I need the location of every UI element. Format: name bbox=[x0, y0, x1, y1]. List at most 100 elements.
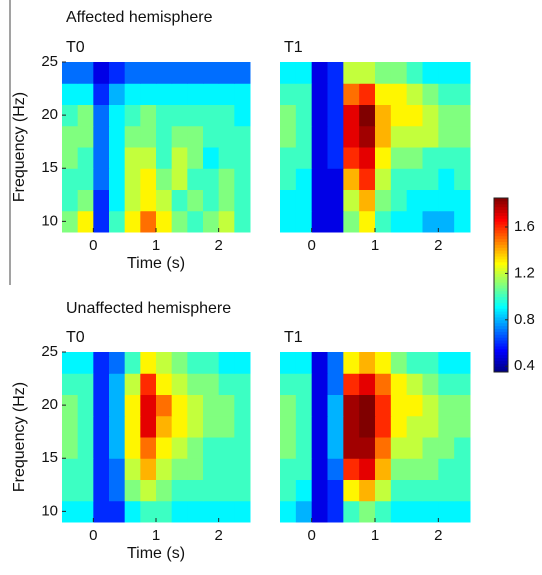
heat-cell bbox=[140, 168, 157, 190]
heat-cell bbox=[218, 168, 235, 190]
heat-cell bbox=[93, 415, 110, 438]
heat-cell bbox=[171, 352, 188, 374]
heat-cell bbox=[93, 83, 110, 105]
heat-cell bbox=[93, 125, 110, 148]
colorbar-step bbox=[494, 343, 508, 347]
x-tick-label: 1 bbox=[371, 527, 379, 544]
heat-cell bbox=[218, 125, 235, 148]
colorbar-step bbox=[494, 206, 508, 211]
heat-cell bbox=[295, 437, 313, 459]
heat-cell bbox=[311, 83, 328, 105]
heat-cell bbox=[93, 458, 110, 480]
heat-cell bbox=[93, 147, 110, 169]
heat-cell bbox=[343, 394, 360, 417]
colorbar-step bbox=[494, 328, 508, 332]
heat-cell bbox=[390, 83, 408, 105]
colorbar-tick-label: 1.6 bbox=[514, 218, 535, 235]
heat-cell bbox=[375, 458, 392, 480]
heat-cell bbox=[295, 168, 313, 190]
heat-cell bbox=[295, 104, 313, 127]
heat-cell bbox=[280, 83, 297, 105]
heat-cell bbox=[140, 415, 157, 438]
heat-cell bbox=[295, 189, 313, 212]
heat-cell bbox=[109, 210, 126, 233]
colorbar-step bbox=[494, 293, 508, 298]
heat-cell bbox=[343, 500, 360, 523]
heat-cell bbox=[171, 210, 188, 233]
colorbar-step bbox=[494, 209, 508, 213]
heat-cell bbox=[218, 210, 235, 233]
heat-cell bbox=[124, 83, 141, 105]
heat-cell bbox=[187, 168, 204, 190]
heat-cell bbox=[93, 189, 110, 212]
colorbar-step bbox=[494, 357, 508, 361]
heat-cell bbox=[203, 147, 220, 169]
colorbar-step bbox=[494, 299, 508, 303]
colorbar-step bbox=[494, 241, 508, 245]
heat-cell bbox=[234, 62, 251, 84]
heat-cell bbox=[234, 168, 251, 190]
heat-cell bbox=[406, 352, 423, 374]
heat-cell bbox=[93, 394, 110, 417]
heat-cell bbox=[375, 373, 392, 395]
colorbar-step bbox=[494, 345, 508, 350]
heat-cell bbox=[406, 394, 423, 417]
heat-cell bbox=[359, 210, 376, 233]
heat-cell bbox=[280, 104, 297, 127]
heat-cell bbox=[422, 168, 439, 190]
heat-cell bbox=[327, 147, 344, 169]
heat-cell bbox=[156, 168, 173, 190]
heat-cell bbox=[203, 62, 220, 84]
y-tick-label: 15 bbox=[41, 159, 58, 176]
heat-cell bbox=[234, 125, 251, 148]
heat-cell bbox=[203, 437, 220, 459]
heat-cell bbox=[218, 147, 235, 169]
heat-cell bbox=[124, 437, 141, 459]
heat-cell bbox=[218, 458, 235, 480]
heat-cell bbox=[171, 83, 188, 105]
heat-cell bbox=[77, 500, 94, 523]
heat-cell bbox=[454, 479, 471, 502]
heat-cell bbox=[109, 394, 126, 417]
heading: Affected hemisphere bbox=[66, 9, 213, 26]
heat-cell bbox=[171, 125, 188, 148]
heat-cell bbox=[311, 168, 328, 190]
heat-cell bbox=[375, 500, 392, 523]
heat-cell bbox=[62, 500, 79, 523]
colorbar-step bbox=[494, 264, 508, 269]
heat-cell bbox=[218, 62, 235, 84]
heat-cell bbox=[140, 210, 157, 233]
heat-cell bbox=[203, 352, 220, 374]
colorbar-step bbox=[494, 305, 508, 309]
heat-cell bbox=[140, 104, 157, 127]
heat-cell bbox=[343, 415, 360, 438]
heat-cell bbox=[390, 373, 408, 395]
heat-cell bbox=[140, 147, 157, 169]
heat-cell bbox=[422, 373, 439, 395]
heat-cell bbox=[359, 189, 376, 212]
heat-cell bbox=[327, 62, 344, 84]
heat-cell bbox=[295, 62, 313, 84]
colorbar-step bbox=[494, 325, 508, 329]
heat-cell bbox=[203, 168, 220, 190]
heat-cell bbox=[454, 168, 471, 190]
heat-cell bbox=[311, 147, 328, 169]
heat-cell bbox=[171, 479, 188, 502]
heat-cell bbox=[311, 373, 328, 395]
heat-cell bbox=[406, 62, 423, 84]
heat-cell bbox=[406, 373, 423, 395]
heat-cell bbox=[140, 479, 157, 502]
colorbar-tick-label: 0.4 bbox=[514, 357, 535, 374]
x-tick-label: 1 bbox=[152, 237, 160, 254]
heat-cell bbox=[295, 147, 313, 169]
heat-cell bbox=[77, 168, 94, 190]
heat-cell bbox=[406, 83, 423, 105]
heat-cell bbox=[93, 500, 110, 523]
colorbar-step bbox=[494, 322, 508, 327]
heat-cell bbox=[77, 352, 94, 374]
heat-cell bbox=[422, 147, 439, 169]
heat-cell bbox=[422, 479, 439, 502]
heat-cell bbox=[343, 352, 360, 374]
heat-cell bbox=[375, 415, 392, 438]
